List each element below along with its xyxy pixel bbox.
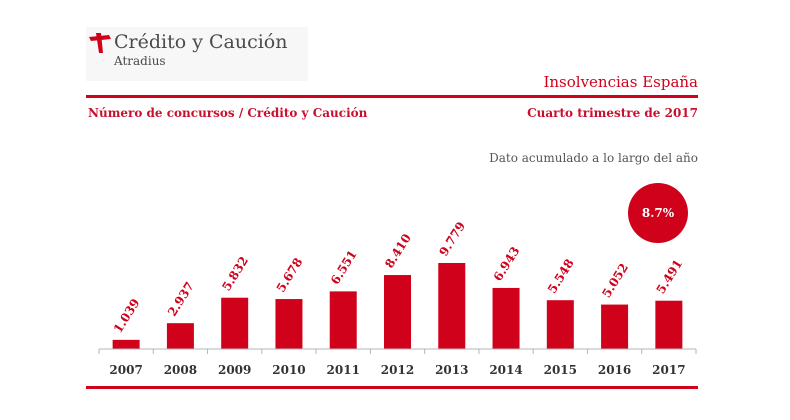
crossed-check-logo-icon <box>89 33 111 53</box>
bar-2015 <box>546 300 574 349</box>
cumulative-note: Dato acumulado a lo largo del año <box>489 151 698 165</box>
value-label-2017: 5.491 <box>654 257 686 296</box>
value-label-2009: 5.832 <box>219 254 251 293</box>
brand-subname: Atradius <box>114 54 166 68</box>
report-period: Cuarto trimestre de 2017 <box>527 106 698 120</box>
x-tick-label-2012: 2012 <box>381 363 414 377</box>
bar-2009 <box>221 297 249 349</box>
value-label-2012: 8.410 <box>382 231 414 270</box>
x-tick-label-2013: 2013 <box>435 363 468 377</box>
x-tick-label-2017: 2017 <box>652 363 685 377</box>
x-tick-label-2010: 2010 <box>272 363 305 377</box>
x-axis: 2007 2008 2009 2010 2011 2012 2013 2014 2015 2016… <box>98 348 697 377</box>
value-label-2007: 1.039 <box>111 296 143 335</box>
value-label-2011: 6.551 <box>328 248 360 287</box>
bar-2012 <box>384 275 411 349</box>
x-tick-label-2011: 2011 <box>327 363 360 377</box>
value-label-2013: 9.779 <box>436 219 468 258</box>
value-label-2015: 5.548 <box>545 257 577 296</box>
brand-name: Crédito y Caución <box>114 31 288 53</box>
value-label-2008: 2.937 <box>165 279 197 318</box>
bar-2007 <box>112 339 140 349</box>
value-label-2010: 5.678 <box>274 255 306 294</box>
growth-badge: 8.7% <box>628 183 688 243</box>
header-divider <box>86 95 698 98</box>
x-tick-label-2008: 2008 <box>164 363 197 377</box>
x-tick-label-2014: 2014 <box>489 363 522 377</box>
bar-2017 <box>655 300 683 349</box>
value-label-2016: 5.052 <box>599 261 631 300</box>
bar-2016 <box>601 304 629 349</box>
x-tick-label-2007: 2007 <box>109 363 142 377</box>
brand-logo: Crédito y Caución Atradius <box>86 27 308 81</box>
bars-group <box>112 263 683 349</box>
x-tick-label-2009: 2009 <box>218 363 251 377</box>
bar-2010 <box>275 299 303 349</box>
bar-2014 <box>492 287 520 349</box>
footer-divider <box>86 386 698 389</box>
bar-2011 <box>329 291 357 349</box>
bar-2013 <box>438 263 466 349</box>
x-tick-label-2015: 2015 <box>544 363 577 377</box>
x-tick-label-2016: 2016 <box>598 363 631 377</box>
value-label-2014: 6.943 <box>491 244 523 283</box>
report-title: Insolvencias España <box>543 73 698 91</box>
bar-2008 <box>166 323 194 349</box>
chart-subtitle: Número de concursos / Crédito y Caución <box>88 106 368 120</box>
